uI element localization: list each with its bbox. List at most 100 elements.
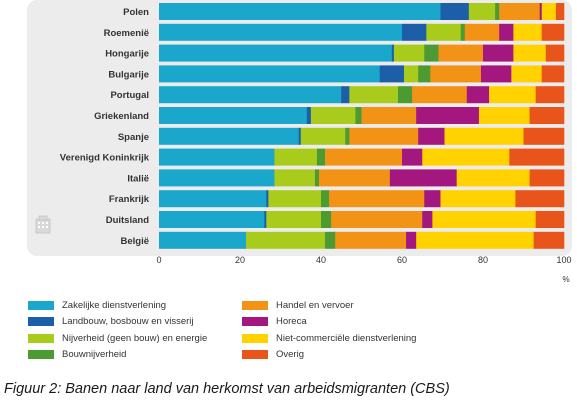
bar-segment: [159, 86, 342, 104]
bar-segment: [529, 107, 565, 124]
bar-segment: [416, 231, 534, 249]
chart-legend: Zakelijke dienstverlening Landbouw, bosbo…: [28, 298, 548, 364]
category-label: België: [120, 236, 149, 247]
bar-segment: [316, 148, 326, 166]
legend-label: Handel en vervoer: [276, 299, 354, 311]
bar-segment: [438, 44, 484, 62]
bar-segment: [418, 65, 431, 83]
bar-segment: [541, 3, 557, 20]
bar-segment: [349, 127, 419, 145]
bar-segment: [264, 211, 267, 228]
bar-segment: [545, 44, 565, 62]
category-label: Bulgarije: [108, 69, 149, 80]
bar-segment: [159, 23, 403, 41]
legend-swatch: [28, 300, 54, 310]
legend-swatch: [28, 350, 54, 359]
legend-label: Bouwnijverheid: [62, 349, 127, 360]
bar-segment: [404, 65, 419, 83]
bar-segment: [159, 169, 275, 187]
legend-swatch: [28, 317, 54, 326]
bar-segment: [533, 231, 565, 249]
legend-swatch: [242, 300, 268, 310]
bar-segment: [298, 127, 302, 145]
legend-item: Bouwnijverheid: [28, 348, 126, 362]
bar-segment: [159, 190, 267, 208]
bar-segment: [379, 65, 405, 83]
bar-segment: [535, 86, 565, 104]
legend-swatch: [242, 333, 268, 343]
bar-segment: [468, 3, 496, 20]
bar-segment: [159, 65, 381, 83]
bar-segment: [412, 86, 468, 104]
legend-label: Niet-commerciële dienstverlening: [276, 332, 417, 344]
category-labels: Polen Roemenië Hongarije Bulgarije Portugal G…: [60, 7, 150, 247]
bar-segment: [422, 148, 510, 166]
bar-segment: [159, 211, 265, 228]
bar-segment: [318, 169, 391, 187]
bar-segment: [523, 127, 565, 145]
bar-segment: [393, 44, 425, 62]
bar-segment: [499, 3, 540, 20]
legend-item: Horeca: [242, 315, 307, 329]
bar-segment: [266, 190, 269, 208]
bar-segment: [440, 3, 470, 20]
bar-segment: [361, 107, 417, 124]
bar-segment: [541, 65, 565, 83]
bar-segment: [335, 231, 407, 249]
category-label: Portugal: [110, 90, 149, 101]
bar-segment: [430, 65, 482, 83]
bar-segment: [246, 231, 326, 249]
bar-segment: [274, 169, 316, 187]
legend-item: Overig: [242, 348, 304, 362]
bar-segment: [489, 86, 536, 104]
bar-segment: [402, 23, 427, 41]
bar-segment: [511, 65, 543, 83]
bar-segment: [159, 44, 393, 62]
bar-segment: [499, 23, 514, 41]
bar-segment: [418, 127, 445, 145]
bar-segment: [456, 169, 530, 187]
legend-label: Horeca: [276, 316, 307, 327]
figure-caption: Figuur 2: Banen naar land van herkomst v…: [4, 381, 450, 397]
legend-swatch: [242, 350, 268, 359]
legend-label: Nijverheid (geen bouw) en energie: [62, 332, 208, 344]
x-tick-label: 100: [556, 255, 571, 265]
bar-segment: [483, 44, 514, 62]
bar-segment: [306, 107, 312, 124]
legend-item: Handel en vervoer: [242, 298, 354, 312]
x-tick-label: 60: [397, 255, 407, 265]
category-label: Polen: [123, 7, 149, 18]
bar-segment: [266, 211, 322, 228]
bar-segment: [325, 148, 403, 166]
bar-segment: [515, 190, 565, 208]
bar-segment: [424, 44, 439, 62]
category-label: Griekenland: [94, 111, 149, 122]
bar-segment: [440, 190, 516, 208]
bar-segment: [495, 3, 500, 20]
bar-segment: [478, 107, 530, 124]
category-label: Duitsland: [106, 215, 149, 226]
legend-item: Niet-commerciële dienstverlening: [242, 331, 416, 345]
category-label: Italië: [127, 173, 149, 184]
bar-segment: [529, 169, 565, 187]
legend-label: Zakelijke dienstverlening: [62, 299, 167, 311]
bar-segment: [325, 231, 336, 249]
category-label: Frankrijk: [109, 194, 150, 205]
x-tick-label: 0: [156, 255, 161, 265]
legend-swatch: [28, 333, 54, 343]
bar-segment: [424, 190, 441, 208]
legend-label: Overig: [276, 349, 304, 360]
bar-segment: [480, 65, 512, 83]
stacked-bar-chart: Polen Roemenië Hongarije Bulgarije Portugal G…: [35, 3, 572, 284]
legend-item: Zakelijke dienstverlening: [28, 298, 166, 312]
bar-segment: [397, 86, 413, 104]
bar-segment: [391, 44, 395, 62]
legend-swatch: [242, 317, 268, 326]
bar-segment: [426, 23, 462, 41]
bar-segment: [331, 211, 423, 228]
x-axis-ticks: 0 20 40 60 80 100: [156, 255, 571, 265]
bar-segment: [535, 211, 565, 228]
bar-segment: [513, 44, 547, 62]
bar-segment: [159, 148, 275, 166]
